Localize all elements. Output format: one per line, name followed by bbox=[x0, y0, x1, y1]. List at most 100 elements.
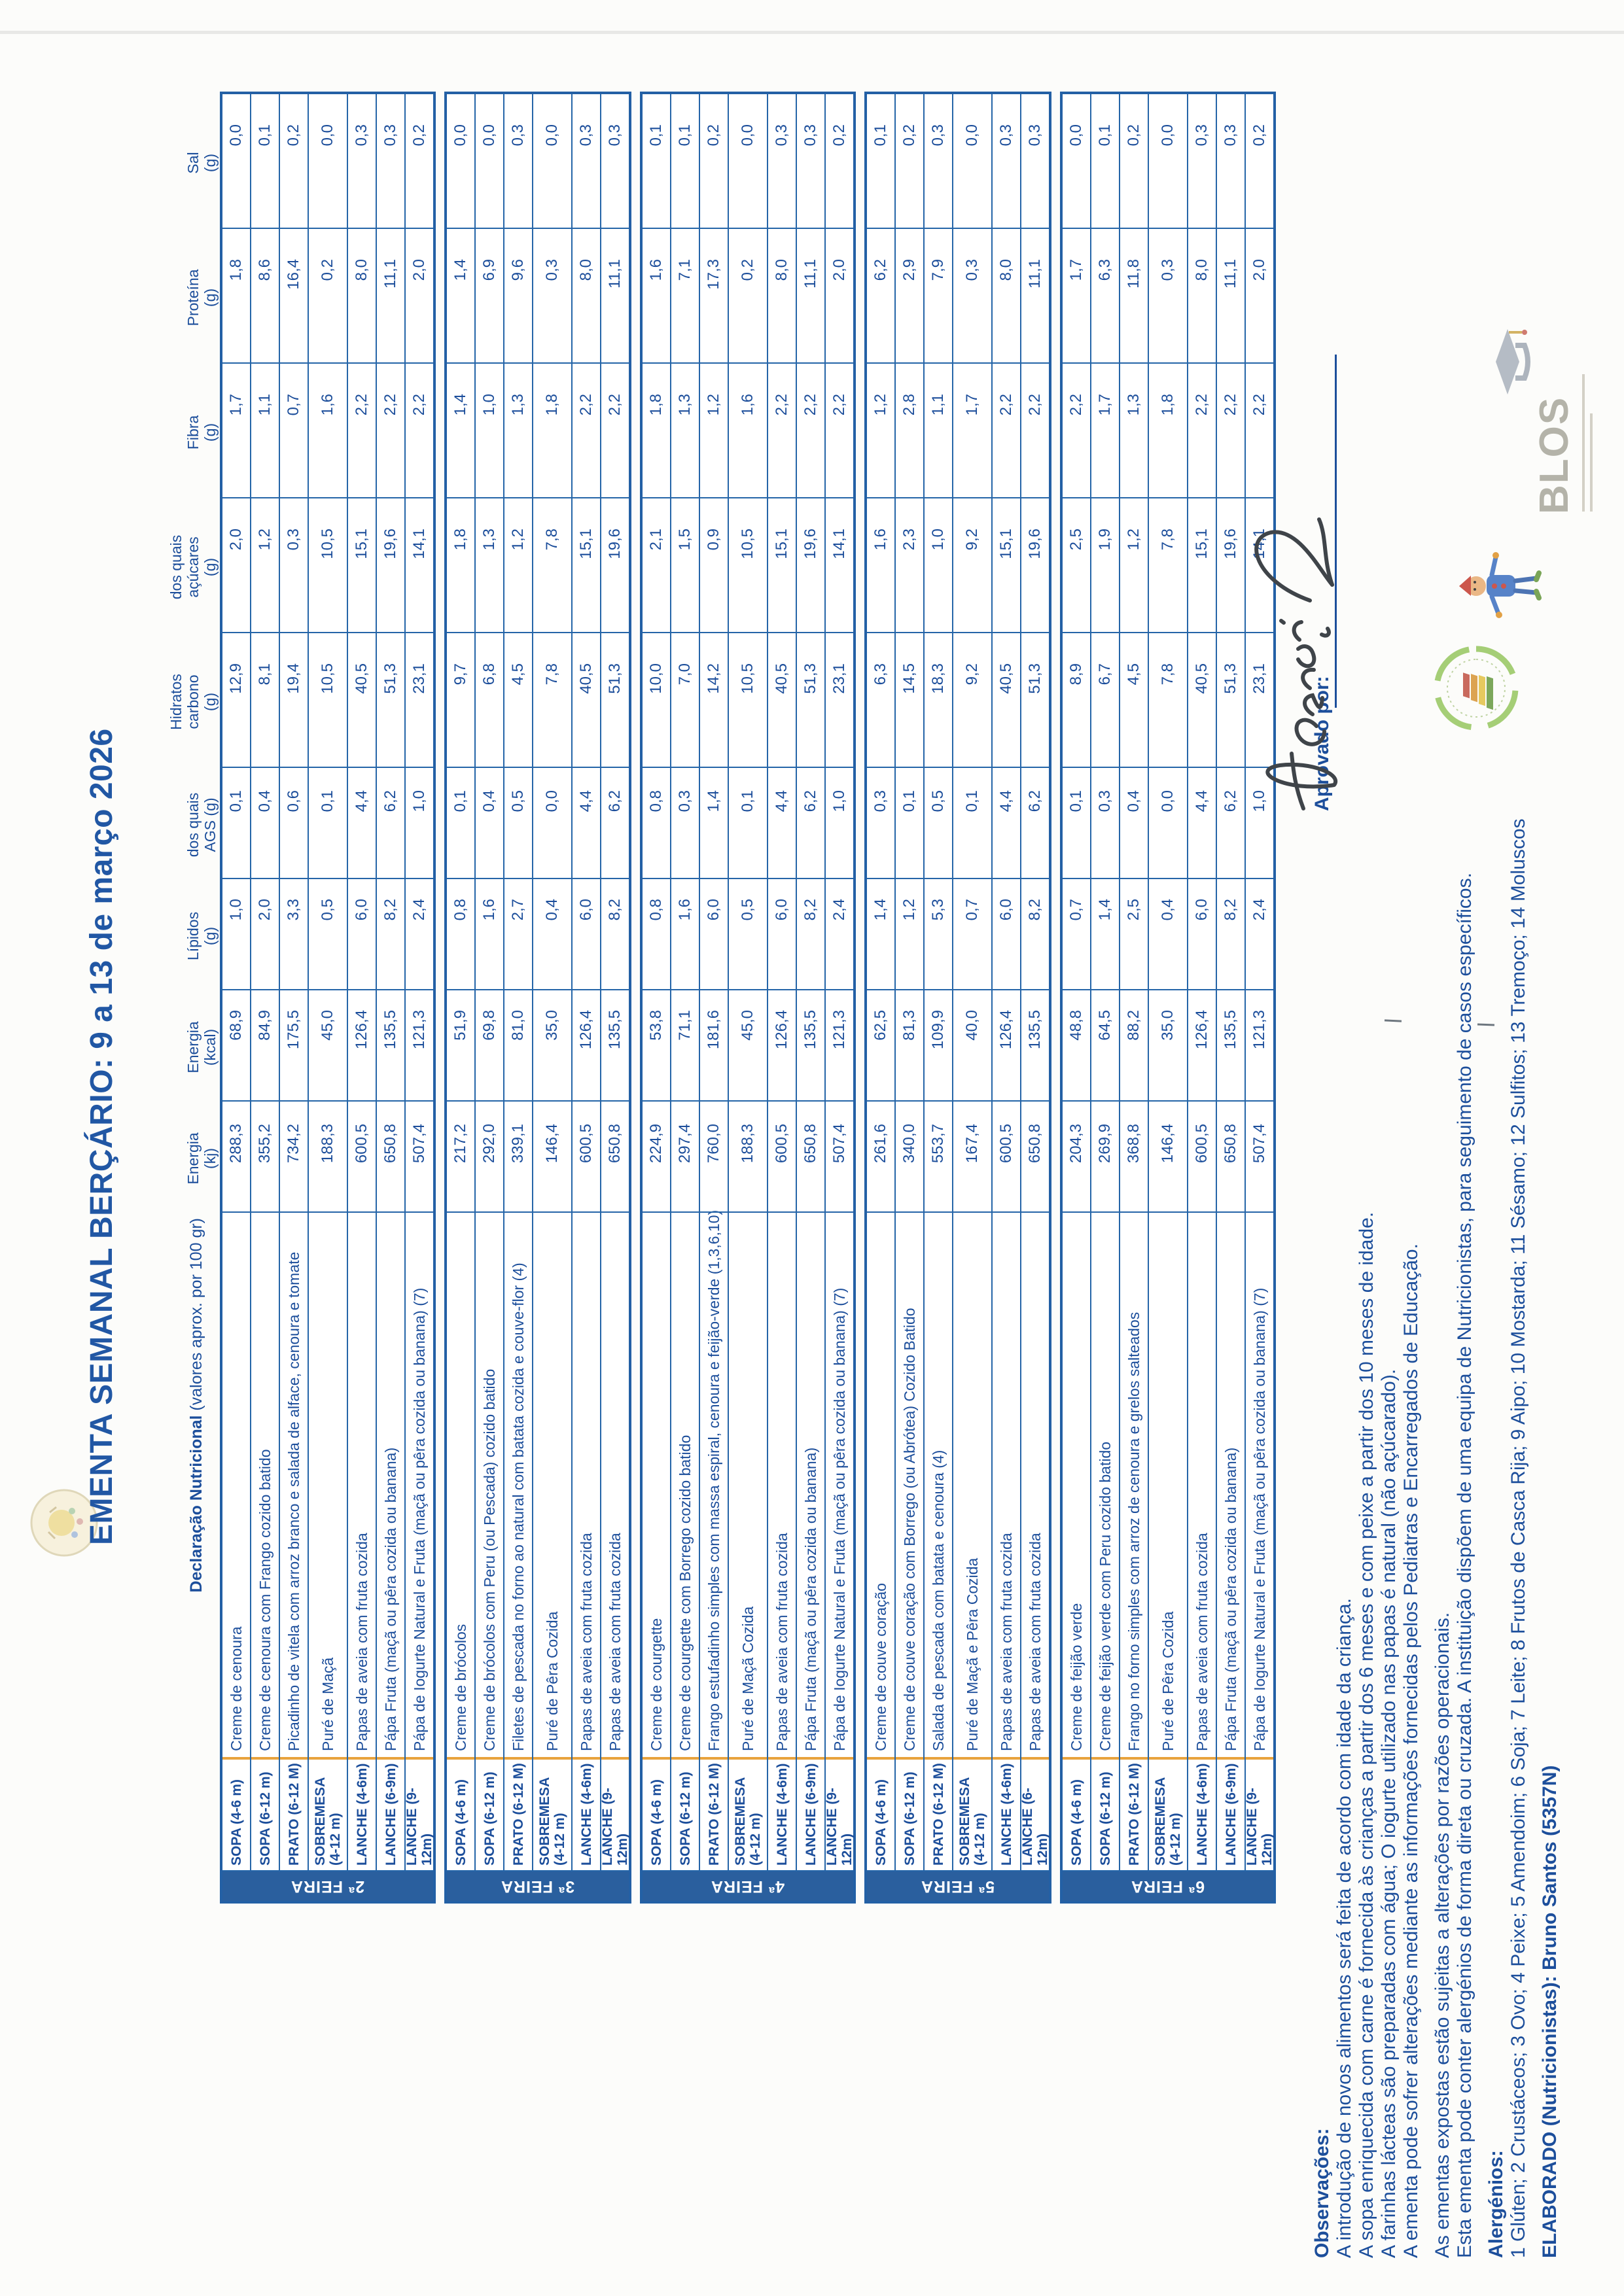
approval-area: Aprovado por: bbox=[1254, 355, 1338, 811]
nutrition-value: 1,2 bbox=[867, 364, 894, 498]
nutrition-value: 6,0 bbox=[768, 879, 796, 990]
dish-name: Pápa de Iogurte Natural e Fruta (maçã ou… bbox=[830, 1287, 848, 1751]
nutrition-value: 7,8 bbox=[533, 633, 571, 768]
nutrition-value: 0,2 bbox=[280, 94, 308, 229]
dish-name: Puré de Pêra Cozida bbox=[543, 1611, 561, 1751]
nutrition-value: 15,1 bbox=[573, 498, 600, 633]
nutrition-value: 2,7 bbox=[504, 879, 532, 990]
nutrition-value: 0,2 bbox=[896, 94, 923, 229]
meal-label: SOPA (6-12 m) bbox=[251, 1757, 279, 1870]
meal-label-text: SOBREMESA (4-12 m) bbox=[733, 1777, 763, 1866]
nutrition-value: 0,6 bbox=[280, 768, 308, 879]
nutrition-value: 1,5 bbox=[671, 498, 699, 633]
nutrition-value: 10,5 bbox=[309, 633, 347, 768]
nutrition-value: 1,4 bbox=[867, 879, 894, 990]
nutrition-value: 1,6 bbox=[671, 879, 699, 990]
menu-row: LANCHE (4-6m) Papas de aveia com fruta co… bbox=[347, 94, 376, 1870]
nutrition-value: 0,0 bbox=[476, 94, 503, 229]
meal-label-text: PRATO (6-12 M) bbox=[286, 1763, 302, 1866]
nutrition-value: 15,1 bbox=[348, 498, 376, 633]
nutrition-value: 734,2 bbox=[280, 1102, 308, 1213]
meal-label-text: SOPA (6-12 m) bbox=[1097, 1771, 1113, 1866]
nutrition-value: 0,8 bbox=[643, 768, 670, 879]
nutrition-value: 81,3 bbox=[896, 990, 923, 1102]
column-header-line: (g) bbox=[202, 288, 219, 307]
nutrition-value: 0,3 bbox=[348, 94, 376, 229]
meal-label-text: PRATO (6-12 M) bbox=[510, 1763, 526, 1866]
column-headers: Energia (kj) Energia (kcal) Lípidos (g) dos qu… bbox=[128, 96, 219, 1214]
nutrition-value: 6,3 bbox=[867, 633, 894, 768]
nutrition-value: 760,0 bbox=[700, 1102, 728, 1213]
nutrition-value: 181,6 bbox=[700, 990, 728, 1102]
dish-name: Puré de Maçã Cozida bbox=[739, 1606, 756, 1751]
nutrition-value: 6,3 bbox=[1091, 229, 1119, 364]
nutrition-value: 1,2 bbox=[896, 879, 923, 990]
nutrition-value: 2,1 bbox=[643, 498, 670, 633]
menu-row: SOBREMESA (4-12 m) Puré de Pêra Cozida 146… bbox=[1148, 94, 1187, 1870]
nutrition-value: 600,5 bbox=[1188, 1102, 1216, 1213]
nutrition-value: 224,9 bbox=[643, 1102, 670, 1213]
nutrition-value: 2,2 bbox=[601, 364, 629, 498]
nutrition-value: 339,1 bbox=[504, 1102, 532, 1213]
nutrition-value: 217,2 bbox=[447, 1102, 474, 1213]
menu-row: SOPA (4-6 m) Creme de feijão verde 204,3 48… bbox=[1063, 94, 1090, 1870]
nutrition-value: 0,2 bbox=[309, 229, 347, 364]
nutrition-value: 121,3 bbox=[406, 990, 433, 1102]
column-header-3: dos quais AGS (g) bbox=[185, 769, 219, 880]
menu-table: 2ª FEIRA SOPA (4-6 m) Creme de cenoura 288,… bbox=[220, 92, 1284, 1904]
menu-row: LANCHE (4-6m) Papas de aveia com fruta co… bbox=[571, 94, 600, 1870]
dish-name: Frango no forno simples com arroz de cen… bbox=[1125, 1312, 1142, 1751]
meal-label-text: LANCHE (9-12m) bbox=[600, 1788, 630, 1866]
day-block-4feira: 4ª FEIRA SOPA (4-6 m) Creme de courgette 22… bbox=[640, 92, 856, 1904]
menu-row: SOPA (6-12 m) Creme de brócolos com Peru … bbox=[474, 94, 503, 1870]
nutrition-value: 650,8 bbox=[797, 1102, 824, 1213]
day-rows: SOPA (4-6 m) Creme de brócolos 217,2 51,9 0,… bbox=[447, 94, 630, 1871]
nutrition-value: 0,3 bbox=[993, 94, 1020, 229]
nutrition-value: 19,4 bbox=[280, 633, 308, 768]
nutrition-value: 8,2 bbox=[797, 879, 824, 990]
dish-name: Picadinho de vitela com arroz branco e s… bbox=[285, 1251, 302, 1751]
footer-note: A farinhas lácteas são preparadas com ág… bbox=[1378, 1368, 1400, 2258]
menu-row: SOPA (4-6 m) Creme de cenoura 288,3 68,9 1,0… bbox=[222, 94, 250, 1870]
nutrition-value: 0,0 bbox=[222, 94, 250, 229]
column-header-line: açúcares bbox=[185, 536, 202, 598]
nutrition-value: 2,0 bbox=[1246, 229, 1273, 364]
nutrition-value: 0,7 bbox=[1063, 879, 1090, 990]
dish-name: Creme de courgette bbox=[647, 1618, 665, 1751]
day-label: 6ª FEIRA bbox=[1131, 1877, 1205, 1896]
footer-notes: Observações: A introdução de novos alimen… bbox=[1311, 818, 1561, 2258]
menu-row: LANCHE (9-12m) Pápa de Iogurte Natural e … bbox=[1244, 94, 1275, 1870]
meal-label: SOPA (6-12 m) bbox=[476, 1757, 503, 1870]
menu-row: SOPA (6-12 m) Creme de courgette com Borr… bbox=[670, 94, 699, 1870]
dish-name: Puré de Maçã bbox=[319, 1657, 336, 1751]
nutrition-value: 1,7 bbox=[1063, 229, 1090, 364]
meal-label: SOPA (6-12 m) bbox=[671, 1757, 699, 1870]
column-header-line: (g) bbox=[202, 153, 219, 173]
nutrition-value: 4,4 bbox=[768, 768, 796, 879]
meal-label: LANCHE (4-6m) bbox=[1188, 1757, 1216, 1870]
nutrition-value: 1,8 bbox=[533, 364, 571, 498]
nutrition-value: 650,8 bbox=[1021, 1102, 1049, 1213]
dish-name: Pápa Fruta (maçã ou pêra cozida ou banan… bbox=[802, 1447, 819, 1751]
nutrition-value: 0,8 bbox=[643, 879, 670, 990]
column-header-0: Energia (kj) bbox=[185, 1103, 219, 1214]
nutrition-value: 6,2 bbox=[867, 229, 894, 364]
meal-label-text: SOPA (6-12 m) bbox=[257, 1771, 273, 1866]
nutrition-value: 8,6 bbox=[251, 229, 279, 364]
nutrition-value: 0,0 bbox=[1149, 94, 1187, 229]
nutrition-value: 6,2 bbox=[1021, 768, 1049, 879]
nutrition-value: 368,8 bbox=[1120, 1102, 1148, 1213]
meal-label: PRATO (6-12 M) bbox=[1120, 1757, 1148, 1870]
meal-label-text: LANCHE (6-9m) bbox=[1223, 1763, 1239, 1866]
column-header-line: AGS (g) bbox=[202, 797, 219, 852]
nutrition-value: 1,6 bbox=[867, 498, 894, 633]
nutrition-declaration-rest: (valores aprox. por 100 gr) bbox=[187, 1218, 205, 1416]
nutrition-value: 40,5 bbox=[768, 633, 796, 768]
nutrition-value: 1,4 bbox=[1091, 879, 1119, 990]
dish-name: Creme de feijão verde com Peru cozido ba… bbox=[1096, 1441, 1114, 1751]
nutrition-value: 0,3 bbox=[533, 229, 571, 364]
meal-label: SOBREMESA (4-12 m) bbox=[309, 1757, 347, 1870]
menu-row: PRATO (6-12 M) Filetes de pescada no forn… bbox=[503, 94, 532, 1870]
meal-label: SOBREMESA (4-12 m) bbox=[953, 1757, 991, 1870]
